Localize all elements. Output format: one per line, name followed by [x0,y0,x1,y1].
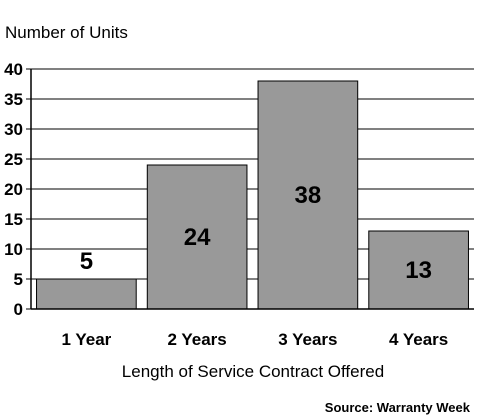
y-tick-label: 15 [4,210,23,229]
bar [257,80,359,310]
x-axis-title: Length of Service Contract Offered [122,362,384,381]
data-label: 38 [295,182,322,209]
data-label: 24 [184,224,211,251]
category-labels: 1 Year 2 Years 3 Years 4 Years [61,330,448,349]
y-tick-labels: 0 5 10 15 20 25 30 35 40 [4,60,23,319]
y-tick-label: 25 [4,150,23,169]
category-label: 4 Years [389,330,448,349]
category-label: 3 Years [278,330,337,349]
category-label: 1 Year [61,330,111,349]
y-axis-title: Number of Units [5,23,128,42]
bar [368,230,469,310]
bars [36,80,469,310]
y-tick-label: 5 [14,270,23,289]
source-note: Source: Warranty Week [325,400,471,415]
y-tick-label: 10 [4,240,23,259]
data-label: 5 [80,248,93,275]
y-tick-label: 40 [4,60,23,79]
category-label: 2 Years [167,330,226,349]
y-tick-label: 20 [4,180,23,199]
y-tick-label: 35 [4,90,23,109]
y-tick-label: 0 [14,300,23,319]
data-labels: 5 24 38 13 [80,182,432,284]
bar [146,164,248,310]
y-tick-label: 30 [4,120,23,139]
data-label: 13 [405,257,432,284]
bar [36,278,137,310]
